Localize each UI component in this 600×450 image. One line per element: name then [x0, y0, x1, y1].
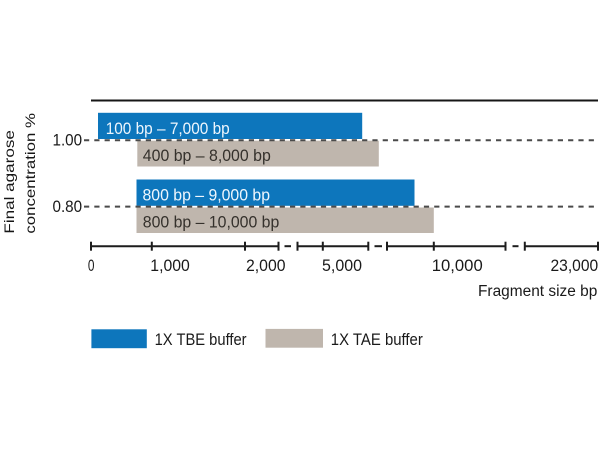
svg-text:Fragment size bp: Fragment size bp: [478, 283, 597, 300]
svg-text:1X TBE buffer: 1X TBE buffer: [155, 331, 247, 349]
svg-text:1.00: 1.00: [53, 132, 83, 150]
svg-text:1,000: 1,000: [150, 257, 190, 275]
svg-text:10,000: 10,000: [432, 257, 483, 275]
svg-text:0.80: 0.80: [53, 198, 83, 216]
svg-text:800 bp – 9,000 bp: 800 bp – 9,000 bp: [143, 186, 271, 204]
svg-text:2,000: 2,000: [246, 257, 286, 275]
svg-text:23,000: 23,000: [551, 257, 599, 275]
svg-text:5,000: 5,000: [322, 257, 362, 275]
svg-text:0: 0: [88, 257, 95, 275]
svg-text:1X TAE buffer: 1X TAE buffer: [331, 331, 423, 349]
svg-text:400 bp – 8,000 bp: 400 bp – 8,000 bp: [143, 147, 271, 165]
svg-text:800 bp – 10,000 bp: 800 bp – 10,000 bp: [143, 214, 279, 232]
svg-text:Final agarose: Final agarose: [2, 130, 17, 234]
svg-text:100 bp – 7,000 bp: 100 bp – 7,000 bp: [106, 120, 230, 138]
svg-text:concentration %: concentration %: [23, 113, 38, 234]
